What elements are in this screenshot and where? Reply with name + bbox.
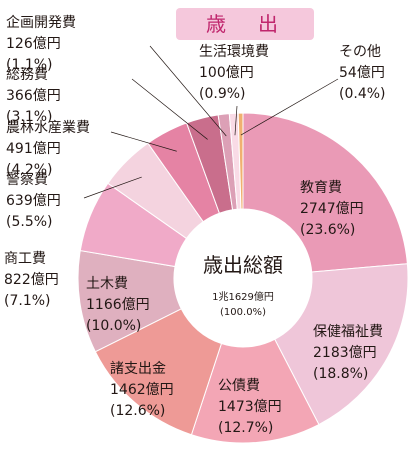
slice-percent-1: (18.8%) (313, 366, 368, 382)
slice-value-6: 639億円 (6, 193, 61, 209)
slice-name-3: 諸支出金 (110, 361, 166, 377)
chart-title: 歳 出 (206, 12, 284, 36)
slice-value-10: 100億円 (199, 65, 254, 81)
slice-value-9: 126億円 (6, 36, 61, 52)
leader-line-8 (131, 78, 208, 140)
slice-percent-2: (12.7%) (218, 420, 273, 436)
leader-line-6 (83, 176, 142, 199)
slice-percent-8: (3.1%) (6, 109, 53, 125)
slice-name-4: 土木費 (86, 276, 128, 292)
center-total-pct: (100.0%) (220, 307, 266, 318)
leader-line-11 (240, 78, 339, 136)
center-disc (174, 209, 312, 347)
slice-value-3: 1462億円 (110, 382, 174, 398)
slice-percent-0: (23.6%) (300, 222, 355, 238)
slice-percent-7: (4.2%) (6, 162, 53, 178)
leader-line-7 (110, 131, 177, 152)
slice-percent-10: (0.9%) (199, 86, 246, 102)
leader-line-10 (234, 105, 238, 136)
slice-name-9: 企画開発費 (6, 14, 76, 31)
slice-name-6: 警察費 (6, 171, 48, 188)
slice-percent-6: (5.5%) (6, 214, 53, 230)
slice-name-0: 教育費 (300, 180, 342, 196)
slice-percent-5: (7.1%) (4, 293, 51, 309)
slice-percent-3: (12.6%) (110, 403, 165, 419)
slice-value-1: 2183億円 (313, 345, 377, 361)
slice-value-7: 491億円 (6, 141, 61, 157)
chart-title-box: 歳 出 (176, 8, 314, 40)
leader-line-9 (149, 45, 227, 137)
slice-percent-11: (0.4%) (339, 86, 386, 102)
slice-name-11: その他 (339, 44, 381, 60)
slice-percent-4: (10.0%) (86, 318, 141, 334)
slice-name-7: 農林水産業費 (6, 120, 90, 136)
slice-percent-9: (1.1%) (6, 57, 53, 73)
slice-name-10: 生活環境費 (199, 44, 269, 60)
slice-name-8: 総務費 (6, 67, 48, 83)
slice-value-11: 54億円 (339, 65, 385, 81)
slice-value-5: 822億円 (4, 272, 59, 288)
slice-name-1: 保健福祉費 (313, 324, 383, 340)
slice-value-4: 1166億円 (86, 297, 150, 313)
slice-value-2: 1473億円 (218, 399, 282, 415)
slice-value-8: 366億円 (6, 88, 61, 104)
slice-value-0: 2747億円 (300, 201, 364, 217)
center-total: 1兆1629億円 (212, 290, 274, 303)
center-label: 歳出総額 (203, 253, 283, 277)
slice-name-2: 公債費 (218, 378, 260, 394)
slice-name-5: 商工費 (4, 251, 46, 267)
